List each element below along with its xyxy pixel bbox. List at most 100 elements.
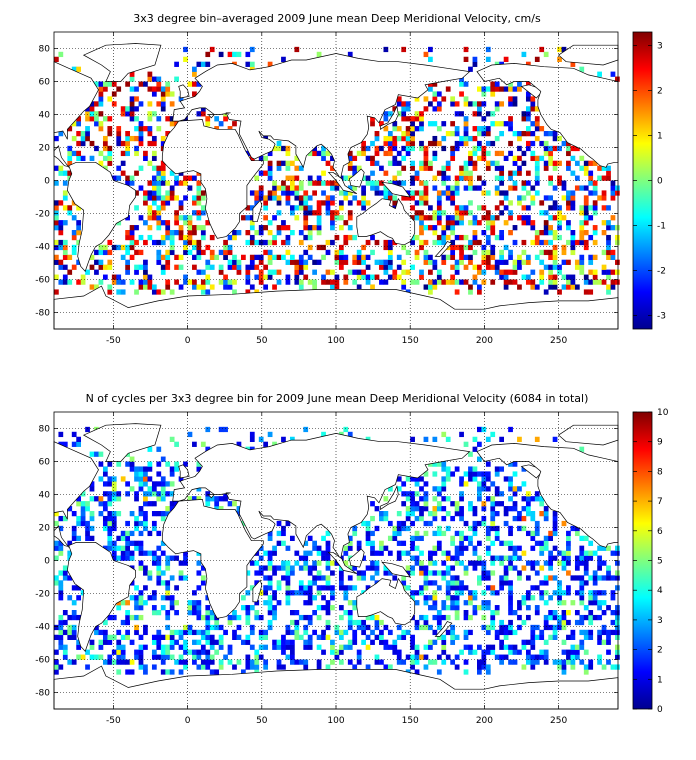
data-cell (392, 644, 398, 650)
data-cell (249, 234, 255, 241)
data-cell (347, 200, 353, 206)
data-cell (379, 540, 384, 546)
data-cell (503, 274, 509, 280)
data-cell (485, 550, 491, 556)
data-cell (147, 274, 153, 280)
data-cell (249, 205, 255, 211)
data-cell (200, 195, 206, 201)
data-cell (116, 135, 122, 142)
data-cell (534, 659, 540, 665)
data-cell (312, 269, 317, 275)
data-cell (254, 175, 260, 181)
data-cell (508, 545, 513, 551)
data-cell (361, 200, 366, 206)
data-cell (392, 106, 398, 112)
data-cell (192, 659, 197, 665)
data-cell (325, 195, 331, 201)
data-cell (365, 155, 371, 161)
data-cell (383, 545, 389, 551)
data-cell (62, 279, 68, 285)
data-cell (517, 264, 522, 270)
data-cell (249, 664, 255, 670)
data-cell (472, 264, 478, 270)
data-cell (454, 264, 460, 270)
data-cell (205, 491, 211, 497)
data-cell (71, 215, 77, 221)
data-cell (125, 659, 130, 665)
data-cell (107, 634, 113, 640)
data-cell (134, 614, 139, 621)
data-cell (178, 659, 184, 665)
data-cell (218, 51, 224, 58)
data-cell (107, 659, 113, 665)
data-cell (441, 575, 447, 581)
data-cell (80, 501, 86, 507)
data-cell (276, 520, 282, 527)
data-cell (499, 150, 505, 157)
data-cell (285, 175, 291, 181)
data-cell (138, 654, 144, 660)
data-cell (276, 600, 282, 606)
data-cell (98, 121, 104, 127)
data-cell (129, 225, 135, 231)
data-cell (583, 274, 589, 280)
data-cell (615, 234, 620, 241)
data-cell (169, 639, 175, 645)
data-cell (156, 496, 162, 502)
data-cell (432, 215, 438, 221)
data-cell (361, 269, 366, 275)
data-cell (169, 121, 175, 127)
data-cell (151, 210, 157, 216)
data-cell (539, 501, 545, 507)
data-cell (450, 471, 456, 477)
data-cell (445, 565, 451, 571)
data-cell (76, 220, 82, 226)
data-cell (138, 634, 144, 640)
data-cell (76, 436, 82, 442)
data-cell (129, 595, 135, 601)
data-cell (178, 234, 184, 241)
y-tick-label: -60 (35, 656, 50, 666)
data-cell (494, 264, 500, 270)
data-cell (258, 436, 264, 442)
data-cell (481, 279, 487, 285)
data-cell (503, 624, 509, 631)
data-cell (494, 530, 500, 537)
data-cell (494, 654, 500, 660)
data-cell (432, 605, 438, 611)
data-cell (387, 140, 393, 147)
data-cell (165, 560, 171, 566)
data-cell (561, 259, 567, 265)
data-cell (428, 511, 433, 517)
data-cell (419, 145, 424, 152)
data-cell (503, 555, 509, 561)
data-cell (312, 210, 317, 216)
y-tick-label: 20 (39, 144, 51, 154)
data-cell (370, 185, 375, 191)
data-cell (71, 121, 77, 127)
data-cell (298, 284, 304, 290)
data-cell (361, 624, 366, 631)
data-cell (592, 600, 598, 606)
data-cell (102, 619, 108, 626)
data-cell (370, 629, 375, 636)
data-cell (294, 619, 300, 626)
data-cell (579, 659, 585, 665)
data-cell (494, 634, 500, 640)
data-cell (298, 259, 304, 265)
data-cell (405, 101, 411, 107)
data-cell (610, 195, 616, 201)
data-cell (276, 195, 282, 201)
data-cell (579, 239, 585, 246)
data-cell (472, 215, 478, 221)
data-cell (120, 644, 126, 650)
data-cell (601, 629, 607, 636)
data-cell (89, 639, 95, 645)
data-cell (374, 659, 380, 665)
data-cell (405, 491, 411, 497)
data-cell (517, 200, 522, 206)
data-cell (392, 175, 398, 181)
data-cell (218, 269, 224, 275)
data-cell (330, 570, 335, 576)
data-cell (454, 506, 460, 512)
